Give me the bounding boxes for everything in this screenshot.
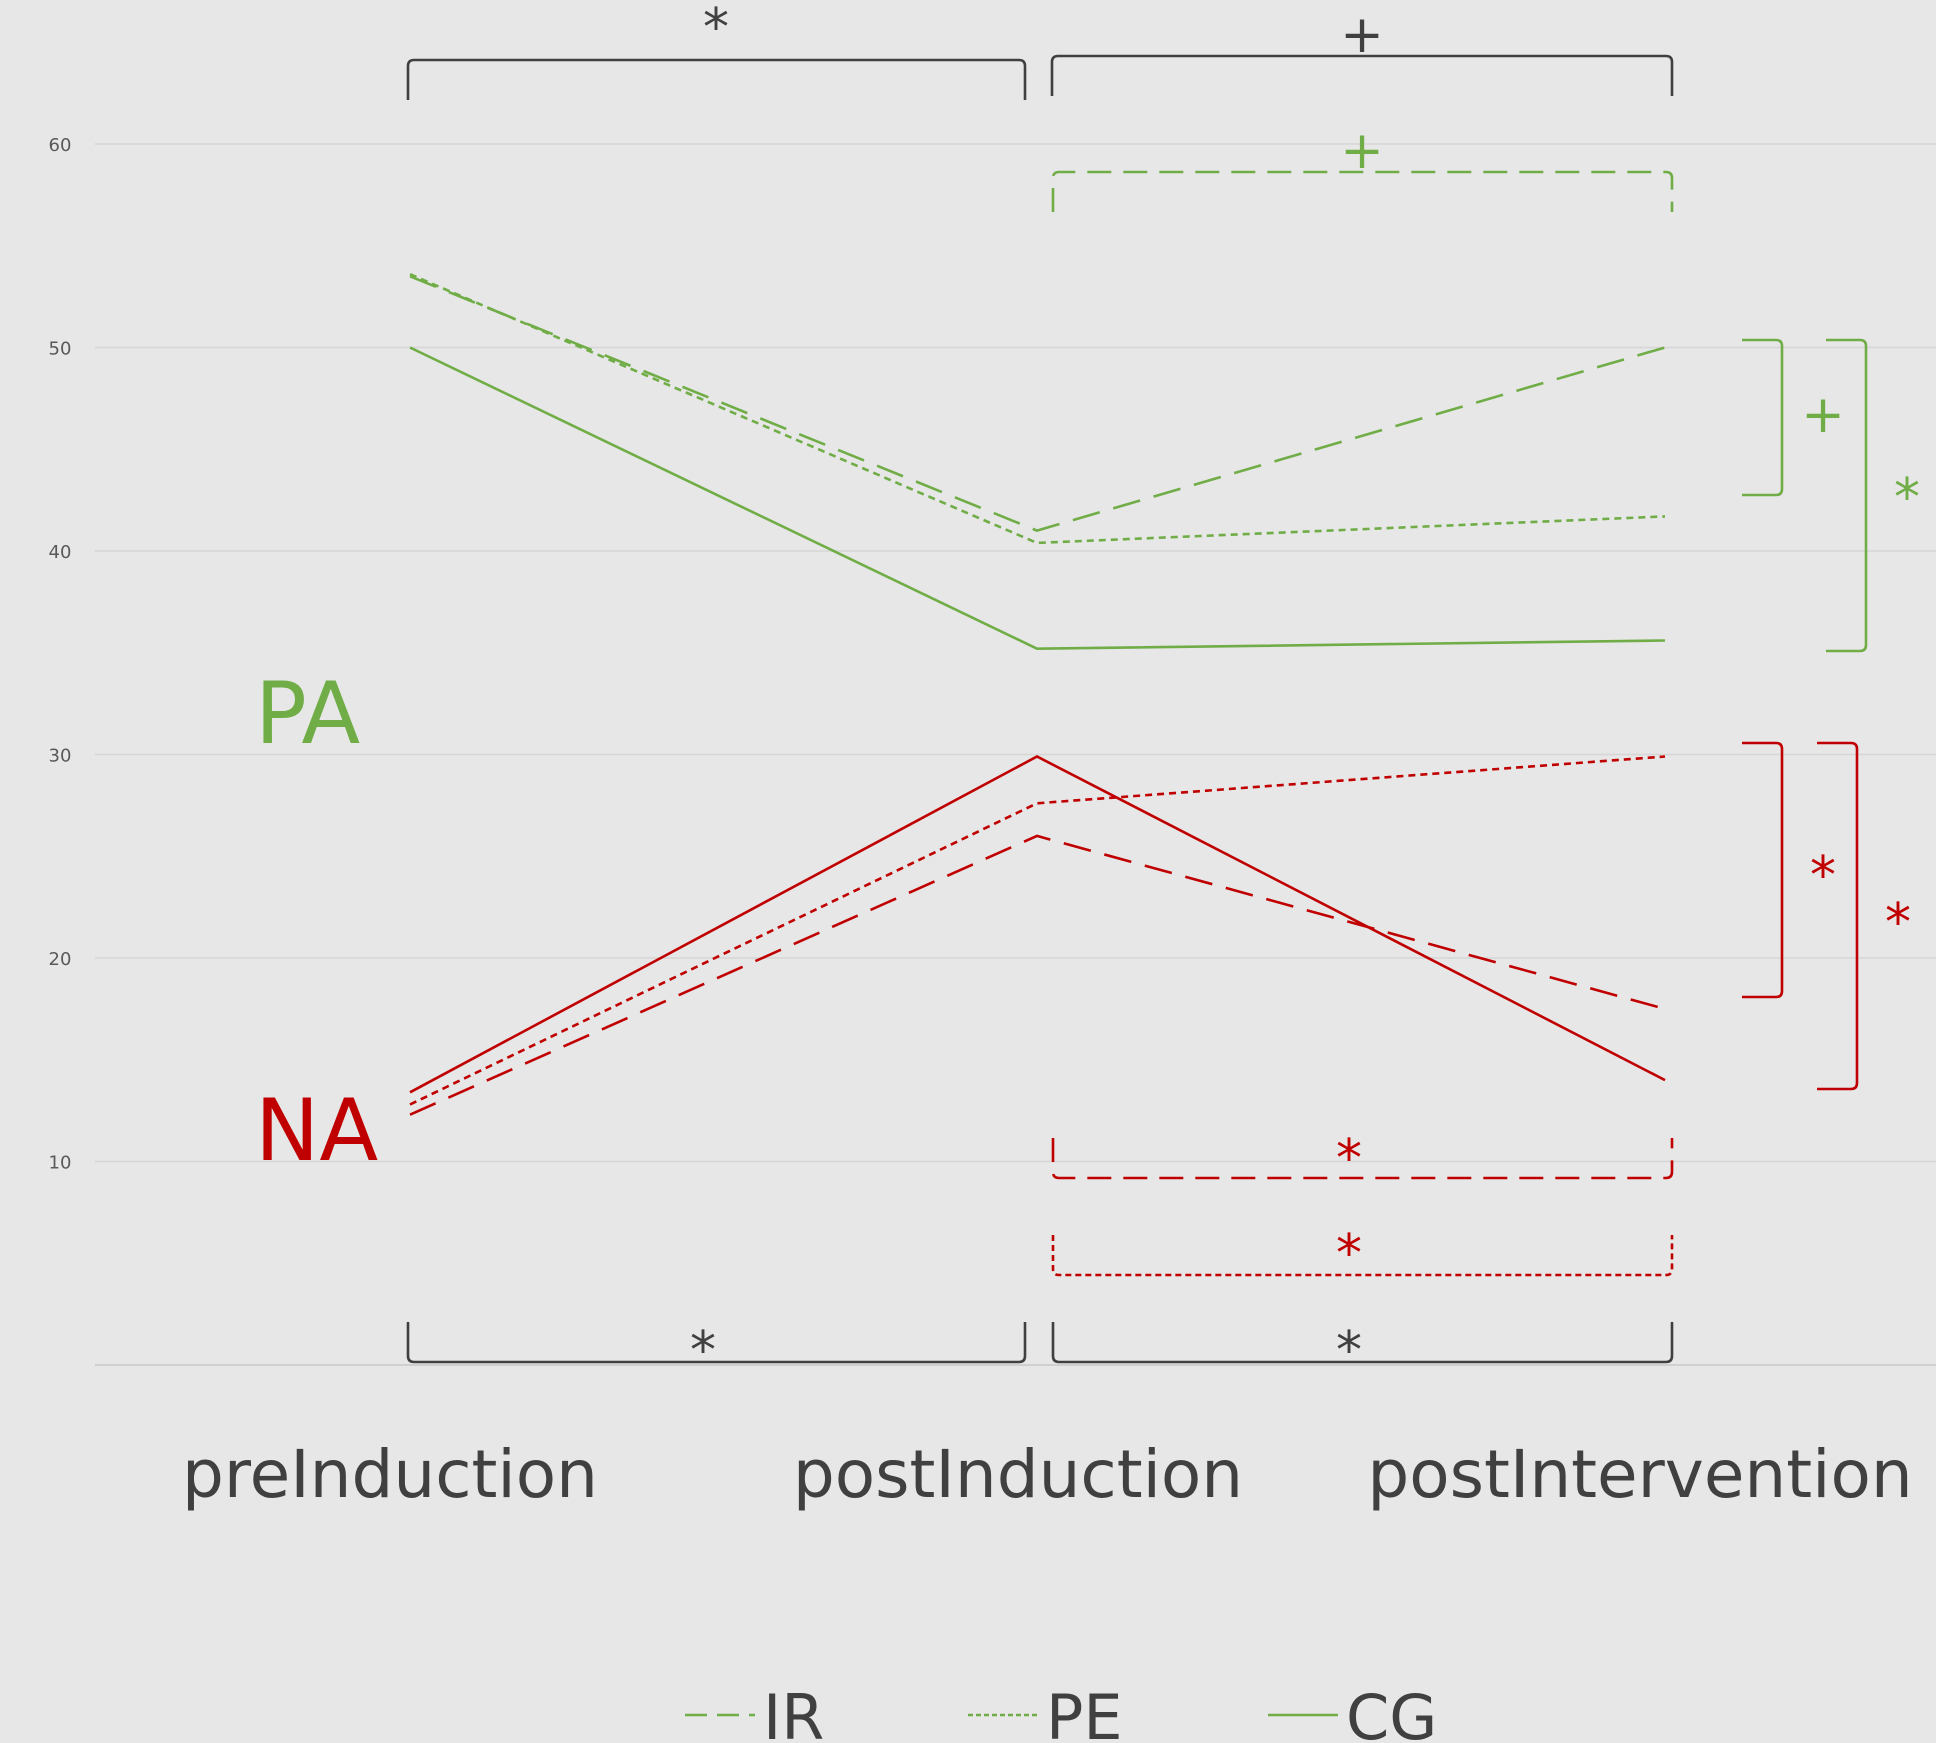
legend: IR PE CG [685, 1681, 1437, 1743]
series-line-na-ir [409, 834, 1666, 1116]
x-category-label: postInduction [793, 1436, 1243, 1513]
x-category-label: postIntervention [1367, 1436, 1912, 1513]
series-line-na-cg [409, 755, 1666, 1094]
x-axis-categories: preInduction postInduction postInterventio… [182, 1436, 1913, 1513]
y-axis-ticks: 10 20 30 40 50 60 [49, 135, 72, 1174]
significance-bracket [1742, 741, 1784, 999]
significance-bracket [1817, 741, 1859, 1091]
series-line-pa-cg [409, 346, 1666, 651]
significance-bracket [406, 58, 1027, 100]
significance-symbol: + [1340, 121, 1384, 181]
significance-symbol: * [703, 0, 729, 58]
significance-symbol: * [1336, 1224, 1362, 1284]
significance-symbol: * [1336, 1129, 1362, 1189]
series-line-pa-ir [409, 275, 1666, 532]
significance-symbol: + [1340, 5, 1384, 65]
gridlines [95, 143, 1936, 1366]
y-tick-label: 60 [49, 135, 72, 156]
significance-bracket [1051, 1322, 1674, 1364]
significance-bracket [1051, 1138, 1674, 1180]
series-line-pa-pe [409, 273, 1666, 545]
y-tick-label: 20 [49, 949, 72, 970]
y-tick-label: 40 [49, 542, 72, 563]
series-line-na-pe [409, 755, 1666, 1106]
legend-label-pe: PE [1046, 1681, 1123, 1743]
significance-symbol: * [690, 1321, 716, 1381]
panel-labels: PA NA [255, 664, 378, 1181]
panel-label-pa: PA [255, 664, 360, 764]
significance-symbol: * [1810, 846, 1836, 906]
significance-bracket [1050, 54, 1674, 96]
significance-brackets: * + + + * * * * * * * [406, 0, 1920, 1381]
significance-bracket [1051, 1235, 1674, 1277]
legend-label-cg: CG [1346, 1681, 1437, 1743]
significance-bracket [1826, 338, 1868, 653]
significance-symbol: + [1801, 385, 1845, 445]
y-tick-label: 30 [49, 746, 72, 767]
significance-bracket [406, 1322, 1027, 1364]
series-lines [409, 273, 1666, 1116]
legend-label-ir: IR [763, 1681, 824, 1743]
significance-symbol: * [1885, 893, 1911, 953]
significance-bracket [1051, 170, 1674, 212]
y-tick-label: 10 [49, 1153, 72, 1174]
significance-symbol: * [1336, 1321, 1362, 1381]
significance-bracket [1742, 338, 1784, 497]
y-tick-label: 50 [49, 339, 72, 360]
x-category-label: preInduction [182, 1436, 598, 1513]
significance-symbol: * [1894, 468, 1920, 528]
panel-label-na: NA [255, 1081, 378, 1181]
